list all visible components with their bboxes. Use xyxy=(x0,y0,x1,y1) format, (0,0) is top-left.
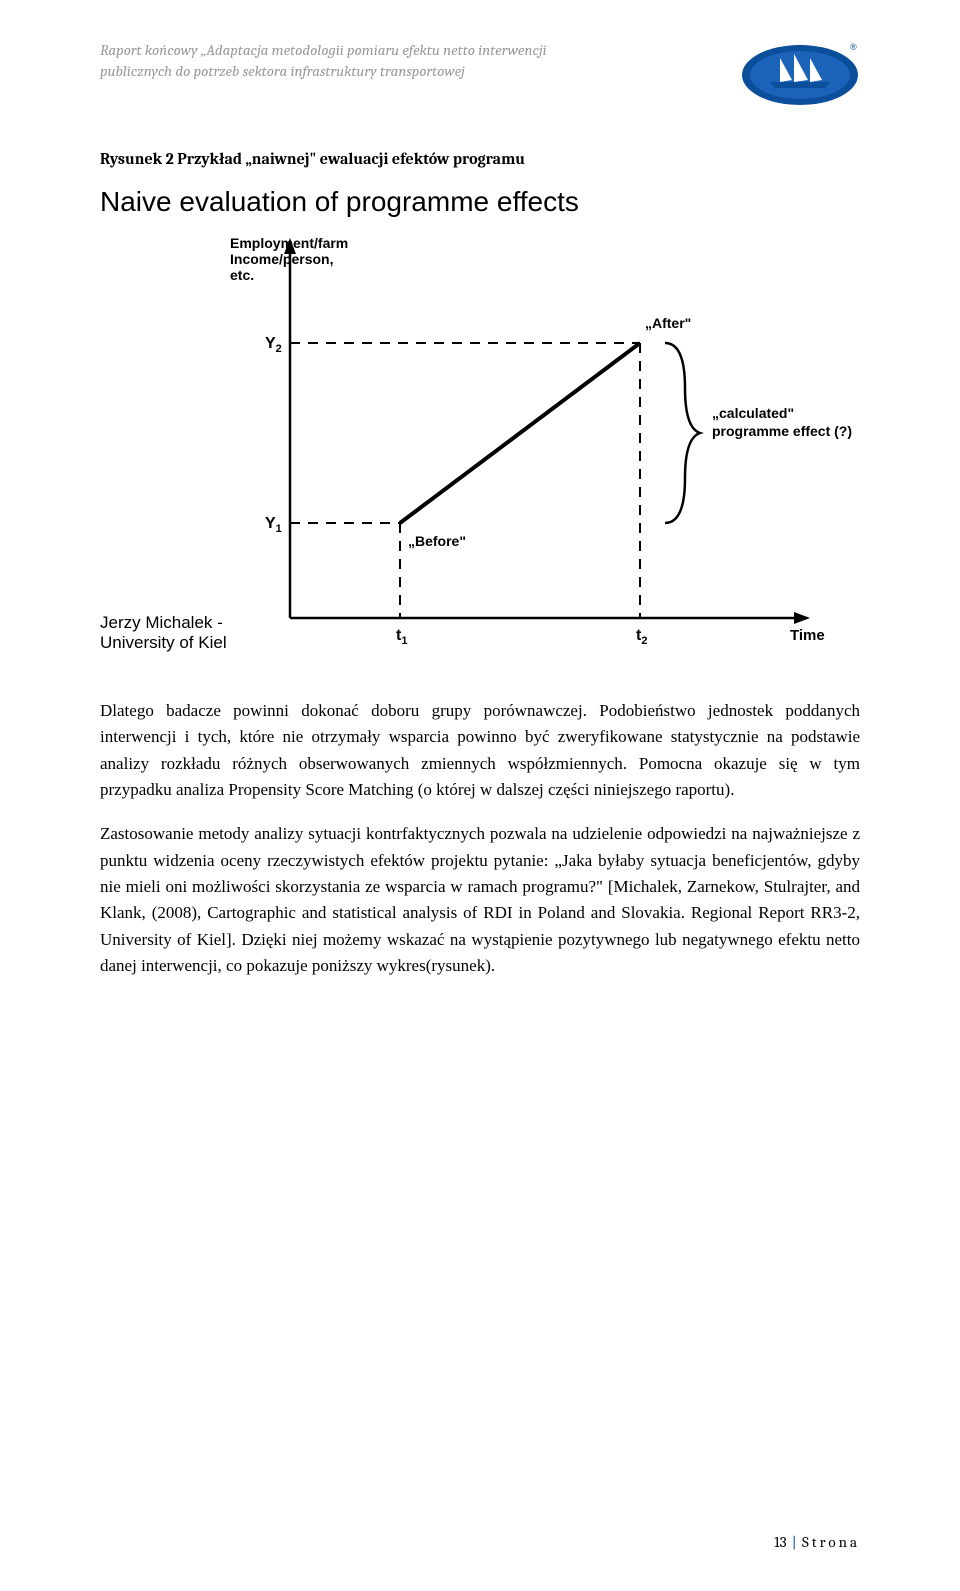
page-label: Strona xyxy=(802,1533,860,1551)
svg-text:Y2: Y2 xyxy=(265,335,282,355)
naive-evaluation-chart: Employment/farm Income/person, etc. Y2 Y… xyxy=(100,228,860,668)
paragraph-2: Zastosowanie metody analizy sytuacji kon… xyxy=(100,821,860,979)
svg-text:t2: t2 xyxy=(636,627,647,647)
figure-container: Naive evaluation of programme effects Em… xyxy=(100,186,860,668)
page-num-value: 13 xyxy=(774,1533,786,1551)
logo-icon: ® xyxy=(740,40,860,110)
svg-text:Y1: Y1 xyxy=(265,515,282,535)
page-bar: | xyxy=(792,1533,797,1551)
svg-text:programme effect (?): programme effect (?) xyxy=(712,423,852,439)
header-line2: publicznych do potrzeb sektora infrastru… xyxy=(100,62,465,80)
svg-text:Jerzy Michalek -: Jerzy Michalek - xyxy=(100,613,223,632)
header-line1: Raport końcowy „Adaptacja metodologii po… xyxy=(100,41,547,59)
page-number: 13 | Strona xyxy=(774,1533,860,1551)
chart-title: Naive evaluation of programme effects xyxy=(100,186,860,218)
figure-caption: Rysunek 2 Przykład „naiwnej" ewaluacji e… xyxy=(100,150,860,168)
svg-text:Time: Time xyxy=(790,627,825,644)
svg-text:„calculated": „calculated" xyxy=(712,405,794,421)
svg-text:„After": „After" xyxy=(645,315,691,331)
svg-text:„Before": „Before" xyxy=(408,533,466,549)
svg-text:t1: t1 xyxy=(396,627,407,647)
svg-text:®: ® xyxy=(850,42,857,52)
svg-text:etc.: etc. xyxy=(230,267,254,283)
svg-text:Income/person,: Income/person, xyxy=(230,251,333,267)
page-header: Raport końcowy „Adaptacja metodologii po… xyxy=(100,40,860,110)
svg-text:University of Kiel: University of Kiel xyxy=(100,633,227,652)
paragraph-1: Dlatego badacze powinni dokonać doboru g… xyxy=(100,698,860,803)
header-title: Raport końcowy „Adaptacja metodologii po… xyxy=(100,40,547,82)
